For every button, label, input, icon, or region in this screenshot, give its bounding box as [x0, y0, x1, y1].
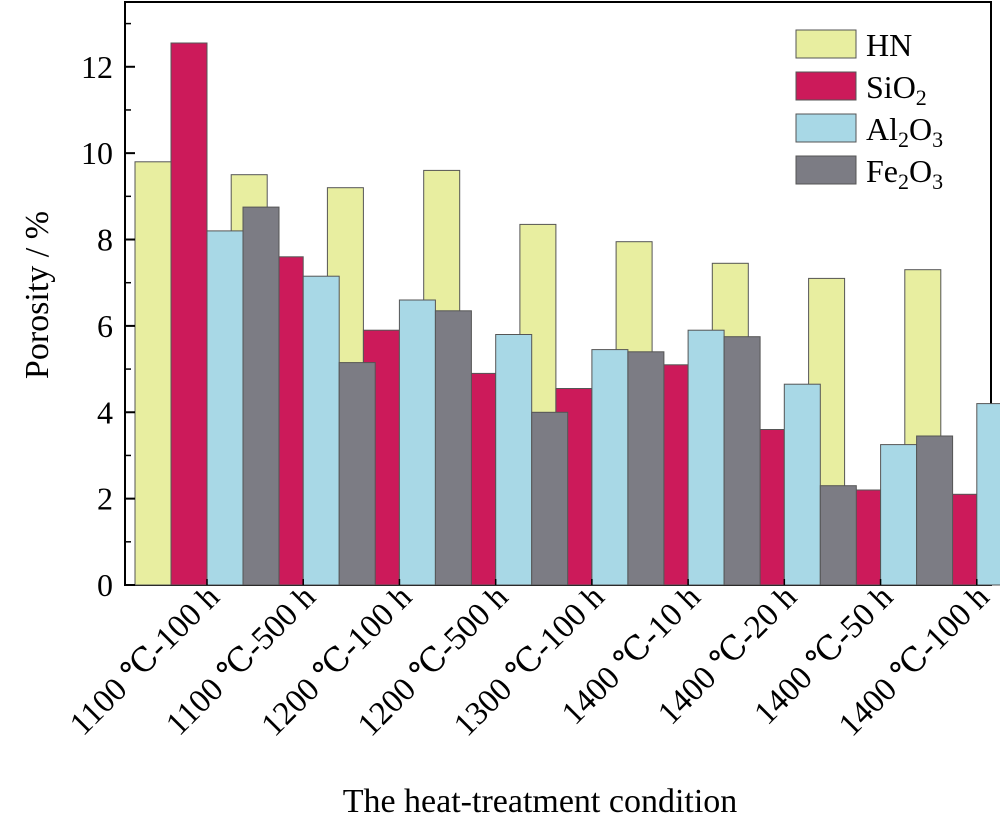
legend-label-sio2: SiO2 — [866, 69, 927, 110]
bar-al2o3-2 — [398, 299, 436, 586]
bar-al2o3-8 — [976, 403, 1000, 586]
legend-swatch-fe2o3 — [795, 155, 857, 185]
bar-fe2o3-5 — [723, 336, 761, 586]
bar-al2o3-7 — [880, 444, 918, 586]
y-axis-ticks: 0 2 4 6 8 10 12 — [81, 22, 135, 603]
bar-fe2o3-0 — [242, 206, 280, 586]
bar-fe2o3-4 — [627, 351, 665, 586]
y-tick-label: 10 — [81, 135, 113, 171]
bar-al2o3-6 — [783, 383, 821, 586]
bar-al2o3-4 — [591, 349, 629, 586]
bar-al2o3-1 — [302, 275, 340, 586]
bar-hn-0 — [134, 161, 172, 586]
bar-fe2o3-2 — [434, 310, 472, 586]
bar-sio2-0 — [170, 42, 208, 586]
bars-group — [134, 42, 1000, 586]
y-tick-label: 12 — [81, 49, 113, 85]
bar-fe2o3-7 — [916, 435, 954, 586]
x-axis-title: The heat-treatment condition — [343, 783, 738, 820]
legend-label-hn: HN — [866, 27, 912, 63]
legend-label-al2o3: Al2O3 — [866, 111, 943, 152]
legend-swatch-hn — [795, 29, 857, 59]
y-axis-title: Porosity / % — [19, 211, 56, 379]
bar-fe2o3-1 — [338, 362, 376, 586]
y-tick-label: 6 — [97, 308, 113, 344]
bar-fe2o3-6 — [819, 485, 857, 586]
legend-swatch-al2o3 — [795, 113, 857, 143]
legend-label-fe2o3: Fe2O3 — [866, 153, 943, 194]
bar-fe2o3-3 — [531, 411, 569, 586]
y-tick-label: 2 — [97, 481, 113, 517]
bar-al2o3-3 — [495, 334, 533, 586]
bar-al2o3-5 — [687, 329, 725, 586]
bar-al2o3-0 — [206, 230, 244, 586]
y-tick-label: 0 — [97, 567, 113, 603]
y-tick-label: 8 — [97, 222, 113, 258]
y-tick-label: 4 — [97, 394, 113, 430]
legend-swatch-sio2 — [795, 71, 857, 101]
